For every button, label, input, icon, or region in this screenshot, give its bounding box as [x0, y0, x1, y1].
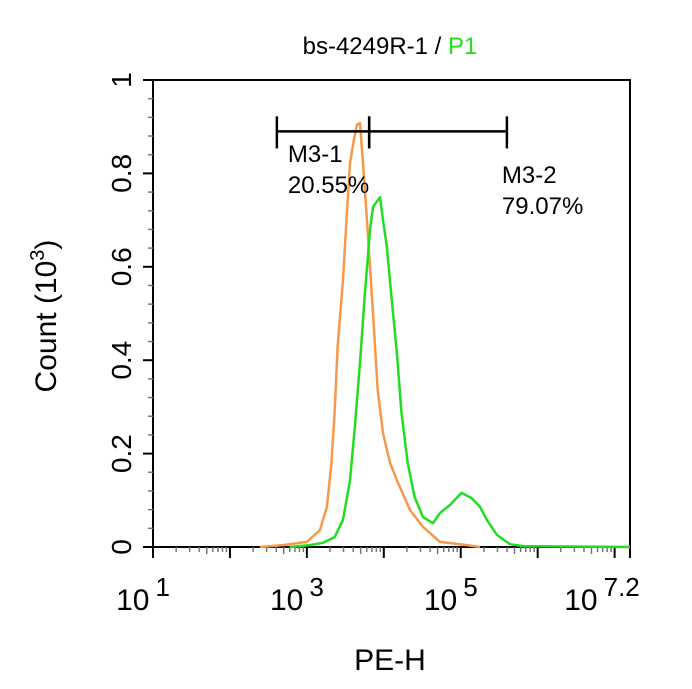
y-axis-unit-open: (	[30, 294, 63, 312]
plot-frame	[152, 79, 631, 548]
x-tick-label: 10 7.2	[564, 572, 640, 617]
x-tick-exponent: 5	[463, 572, 477, 602]
marker-name-label: M3-2	[502, 162, 557, 189]
x-tick-base: 10	[270, 584, 303, 617]
y-axis-label: Count (103)	[27, 240, 63, 393]
x-tick-exponent: 1	[155, 572, 169, 602]
y-tick-label: 0	[106, 539, 137, 555]
chart-title: bs-4249R-1 / P1	[303, 33, 478, 60]
x-tick-label: 10 5	[424, 572, 478, 617]
y-tick-label: 0.8	[106, 154, 137, 193]
series-group	[259, 121, 631, 549]
y-axis-unit-base: 10	[30, 261, 63, 294]
x-tick-base: 10	[564, 584, 597, 617]
title-sample: bs-4249R-1 /	[303, 33, 448, 60]
x-tick-base: 10	[424, 584, 457, 617]
marker-percent-label: 79.07%	[502, 193, 583, 220]
y-axis-unit-exp: 3	[27, 250, 49, 261]
marker-percent-label: 20.55%	[288, 172, 369, 199]
markers-group: M3-1 20.55% M3-2 79.07%	[275, 116, 583, 220]
y-tick-label: 1	[106, 72, 137, 88]
x-tick-label: 10 3	[270, 572, 324, 617]
y-axis-label-text: Count	[30, 312, 63, 393]
marker-name-label: M3-1	[288, 141, 343, 168]
y-axis-unit-close: )	[30, 240, 63, 250]
series-line-bs-4249r-1	[289, 195, 631, 549]
x-axis-label: PE-H	[354, 644, 426, 677]
series-line-control	[259, 121, 481, 549]
y-tick-label: 0.2	[106, 434, 137, 473]
y-tick-label: 0.4	[106, 341, 137, 380]
y-tick-label: 0.6	[106, 247, 137, 286]
x-tick-exponent: 7.2	[604, 572, 640, 602]
x-tick-label: 10 1	[116, 572, 170, 617]
title-gate: P1	[448, 33, 477, 60]
x-tick-base: 10	[116, 584, 149, 617]
x-tick-exponent: 3	[309, 572, 323, 602]
